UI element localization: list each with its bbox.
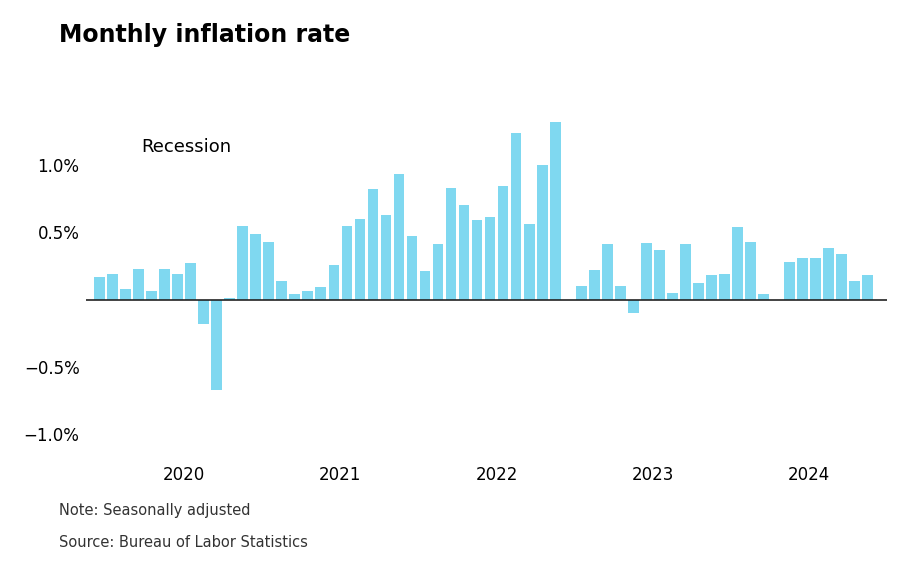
Bar [420,272,430,299]
Bar [107,274,117,299]
Bar [250,233,261,299]
Bar [693,283,703,299]
Bar [706,275,717,299]
Bar [355,219,365,299]
Bar [641,243,652,299]
Bar [745,241,756,299]
Bar [836,254,847,299]
Bar [302,291,313,299]
Bar [186,263,196,299]
Bar [446,188,457,299]
Bar [628,299,639,313]
Bar [94,277,105,299]
Bar [654,250,664,299]
Bar [172,274,183,299]
Bar [263,241,274,299]
Bar [680,244,691,299]
Bar [784,262,795,299]
Bar [147,291,157,299]
Bar [159,269,170,299]
Bar [810,258,821,299]
Bar [602,244,612,299]
Text: Note: Seasonally adjusted: Note: Seasonally adjusted [59,503,250,517]
Bar [380,215,391,299]
Bar [511,132,521,299]
Text: Monthly inflation rate: Monthly inflation rate [59,23,350,47]
Bar [863,275,873,299]
Text: Source: Bureau of Labor Statistics: Source: Bureau of Labor Statistics [59,535,308,550]
Bar [471,220,482,299]
Bar [459,205,470,299]
Bar [316,287,326,299]
Bar [289,294,300,299]
Bar [719,274,730,299]
Bar [277,281,288,299]
Bar [758,294,769,299]
Bar [615,286,626,299]
Bar [198,299,209,324]
Bar [133,269,144,299]
Bar [394,174,404,299]
Bar [733,227,743,299]
Bar [824,248,834,299]
Bar [432,244,443,299]
Bar [524,224,534,299]
Bar [550,122,561,299]
Bar [120,289,131,299]
Bar [329,265,339,299]
Bar [849,281,860,299]
Bar [797,258,808,299]
Bar [225,298,235,299]
Bar [589,270,600,299]
Bar [537,165,548,299]
Bar [667,293,678,299]
Bar [407,236,418,299]
Bar [576,286,587,299]
Text: Recession: Recession [141,137,231,156]
Bar [368,189,379,299]
Bar [498,186,509,299]
Bar [341,225,352,299]
Bar [211,299,222,390]
Bar [238,225,248,299]
Bar [485,218,495,299]
